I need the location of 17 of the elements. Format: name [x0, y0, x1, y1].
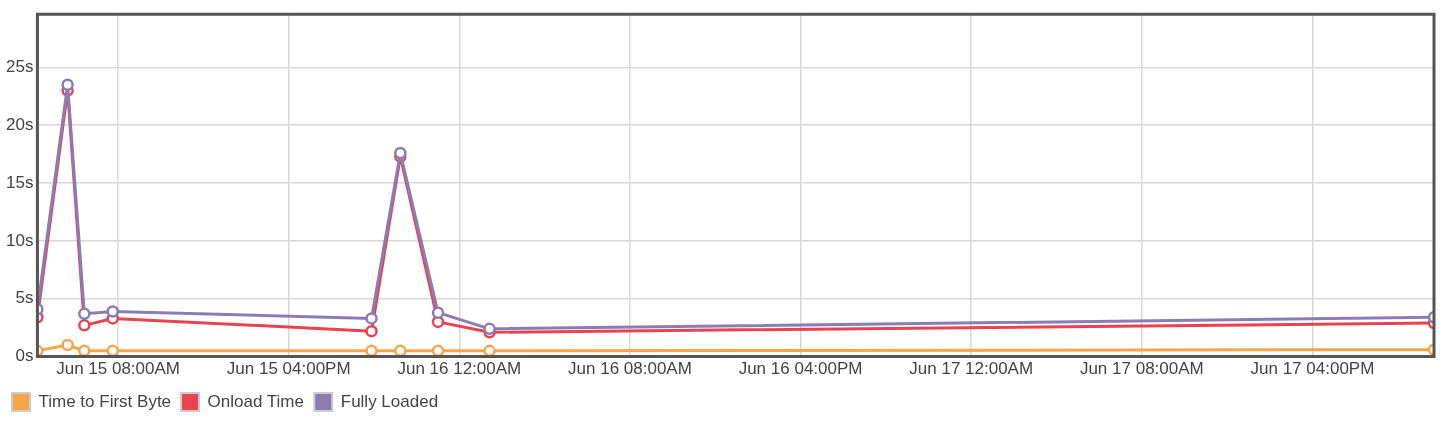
x-tick-label: Jun 16 08:00AM: [568, 359, 692, 379]
x-tick-label: Jun 15 04:00PM: [226, 359, 351, 379]
legend-label: Time to First Byte: [38, 391, 172, 411]
y-tick-label: 20s: [5, 114, 34, 134]
legend-label: Fully Loaded: [340, 391, 439, 411]
y-tick-label: 5s: [15, 288, 34, 308]
y-tick-label: 15s: [5, 172, 34, 192]
x-tick-label: Jun 17 08:00AM: [1079, 359, 1204, 379]
y-tick-label: 0s: [15, 346, 34, 366]
x-tick-label: Jun 15 08:00AM: [56, 359, 180, 379]
x-tick-label: Jun 16 04:00PM: [738, 359, 863, 379]
legend-label: Onload Time: [207, 391, 304, 411]
x-tick-label: Jun 17 04:00PM: [1250, 359, 1375, 379]
y-tick-label: 25s: [5, 57, 34, 77]
x-tick-label: Jun 16 12:00AM: [397, 359, 522, 379]
x-tick-label: Jun 17 12:00AM: [909, 359, 1034, 379]
y-tick-label: 10s: [5, 230, 34, 250]
